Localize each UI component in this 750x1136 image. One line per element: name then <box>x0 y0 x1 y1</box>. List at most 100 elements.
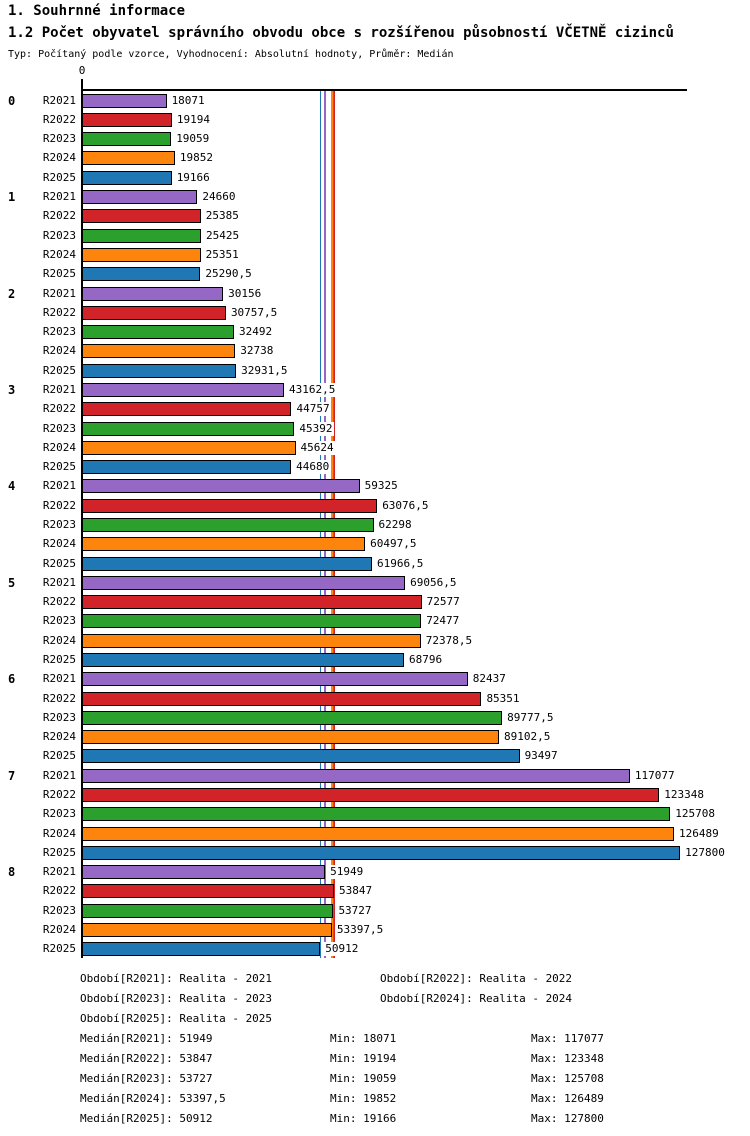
bar-value-label: 45392 <box>298 421 334 436</box>
bar-6-r2024 <box>82 730 499 745</box>
bar-3-r2024 <box>82 440 296 455</box>
bar-7-r2025 <box>82 845 681 860</box>
bar-series-label: R2023 <box>42 903 76 917</box>
x-axis-line <box>82 89 687 91</box>
bar-series-label: R2023 <box>42 325 76 339</box>
bar-series-label: R2023 <box>42 614 76 628</box>
bar-8-r2021 <box>82 865 326 880</box>
bar-0-r2023 <box>82 132 172 147</box>
stat-max: Max: 123348 <box>531 1052 604 1065</box>
bar-series-label: R2025 <box>42 267 76 281</box>
bar-value-label: 19166 <box>175 170 211 185</box>
bar-value-label: 85351 <box>485 691 521 706</box>
bar-7-r2024 <box>82 826 674 841</box>
bar-8-r2025 <box>82 942 321 957</box>
bar-5-r2022 <box>82 595 422 610</box>
bar-5-r2023 <box>82 614 422 629</box>
stat-median: Medián[R2022]: 53847 <box>80 1052 213 1065</box>
bar-series-label: R2022 <box>42 498 76 512</box>
bar-series-label: R2023 <box>42 132 76 146</box>
bar-value-label: 125708 <box>674 807 717 822</box>
stat-median: Medián[R2025]: 50912 <box>80 1112 213 1125</box>
bar-series-label: R2025 <box>42 749 76 763</box>
bar-value-label: 51949 <box>329 865 365 880</box>
group-label: 4 <box>8 479 16 494</box>
bar-series-label: R2021 <box>42 382 76 396</box>
bar-5-r2025 <box>82 653 404 667</box>
bar-value-label: 30757,5 <box>229 305 279 320</box>
bar-series-label: R2022 <box>42 305 76 319</box>
stat-max: Max: 117077 <box>531 1032 604 1045</box>
page-title: 1. Souhrnné informace <box>8 3 186 19</box>
bar-value-label: 72477 <box>425 614 461 629</box>
bar-value-label: 62298 <box>377 517 413 532</box>
bar-value-label: 72378,5 <box>424 633 474 648</box>
bar-value-label: 19194 <box>175 112 211 127</box>
bar-series-label: R2024 <box>42 923 76 937</box>
bar-value-label: 44757 <box>295 402 331 417</box>
legend-period: Období[R2022]: Realita - 2022 <box>380 972 573 985</box>
bar-3-r2025 <box>82 460 292 475</box>
bar-value-label: 32931,5 <box>240 363 289 378</box>
bar-series-label: R2024 <box>42 826 76 840</box>
bar-1-r2025 <box>82 267 201 282</box>
bar-series-label: R2024 <box>42 344 76 358</box>
bar-4-r2023 <box>82 517 374 532</box>
bar-series-label: R2025 <box>42 556 76 570</box>
bar-value-label: 53727 <box>337 903 373 918</box>
stat-max: Max: 125708 <box>531 1072 604 1085</box>
bar-series-label: R2021 <box>42 768 76 782</box>
bar-value-label: 30156 <box>227 286 263 301</box>
stat-min: Min: 19194 <box>330 1052 397 1065</box>
bar-value-label: 126489 <box>677 826 720 841</box>
bar-value-label: 72577 <box>425 595 461 610</box>
bar-6-r2023 <box>82 710 503 725</box>
bar-0-r2022 <box>82 112 172 127</box>
bar-5-r2024 <box>82 633 421 648</box>
bar-value-label: 25425 <box>204 228 241 243</box>
bar-4-r2021 <box>82 479 360 494</box>
bar-series-label: R2023 <box>42 421 76 435</box>
bar-series-label: R2022 <box>42 691 76 705</box>
group-label: 2 <box>8 286 16 301</box>
group-label: 7 <box>8 768 16 783</box>
bar-value-label: 43162,5 <box>288 382 337 397</box>
bar-series-label: R2025 <box>42 845 76 859</box>
bar-series-label: R2025 <box>42 942 76 956</box>
bar-2-r2021 <box>82 286 224 301</box>
bar-3-r2023 <box>82 421 295 436</box>
bar-series-label: R2021 <box>42 190 76 204</box>
bar-value-label: 59325 <box>363 479 399 494</box>
bar-1-r2023 <box>82 228 201 243</box>
bar-value-label: 127800 <box>684 845 726 860</box>
bar-value-label: 123348 <box>663 788 706 803</box>
bar-value-label: 50912 <box>324 942 360 957</box>
bar-value-label: 19059 <box>175 132 211 147</box>
bar-series-label: R2024 <box>42 247 76 261</box>
bar-value-label: 89102,5 <box>503 730 552 745</box>
bar-value-label: 24660 <box>201 190 237 205</box>
bar-value-label: 82437 <box>471 672 507 687</box>
bar-series-label: R2025 <box>42 653 76 666</box>
bar-value-label: 25290,5 <box>204 267 253 282</box>
bar-4-r2025 <box>82 556 372 571</box>
bar-2-r2025 <box>82 363 237 378</box>
stat-min: Min: 19852 <box>330 1092 397 1105</box>
bar-series-label: R2023 <box>42 517 76 531</box>
bar-series-label: R2025 <box>42 170 76 184</box>
bar-series-label: R2024 <box>42 440 76 454</box>
bar-7-r2023 <box>82 807 671 822</box>
bar-5-r2021 <box>82 575 406 590</box>
bar-series-label: R2022 <box>42 402 76 416</box>
bar-value-label: 69056,5 <box>409 575 458 590</box>
group-label: 1 <box>8 190 16 205</box>
bar-value-label: 25385 <box>204 209 240 224</box>
bar-1-r2022 <box>82 209 201 224</box>
bar-series-label: R2021 <box>42 865 76 879</box>
bar-value-label: 32492 <box>238 325 274 340</box>
bar-series-label: R2023 <box>42 807 76 821</box>
bar-0-r2025 <box>82 170 172 185</box>
bar-1-r2021 <box>82 190 198 205</box>
legend-period: Období[R2024]: Realita - 2024 <box>380 992 573 1005</box>
bar-series-label: R2021 <box>42 286 76 300</box>
